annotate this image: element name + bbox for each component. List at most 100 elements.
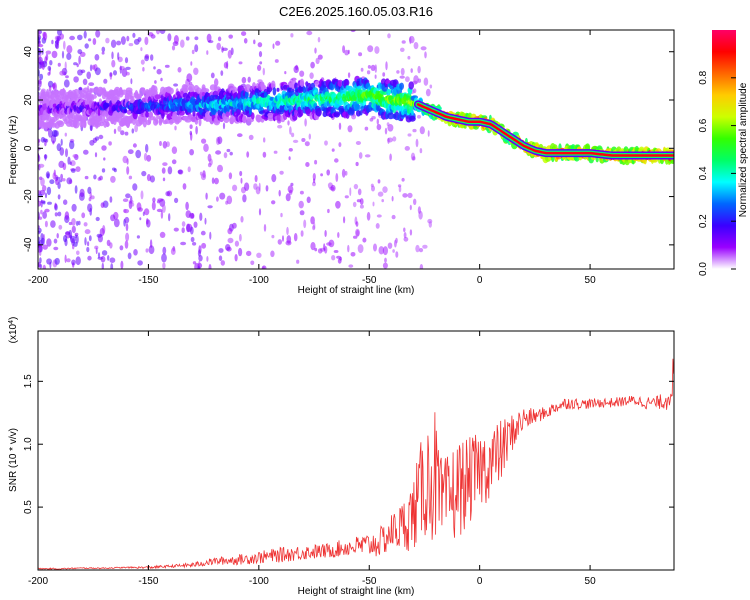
heatmap-cell	[338, 142, 342, 148]
heatmap-cell	[208, 40, 214, 44]
heatmap-cell	[189, 226, 194, 235]
heatmap-cell	[382, 246, 388, 256]
heatmap-cell	[290, 33, 294, 38]
heatmap-cell	[49, 60, 53, 66]
heatmap-cell	[87, 203, 93, 212]
heatmap-cell	[140, 47, 143, 52]
heatmap-cell	[120, 36, 126, 45]
snr-frame	[37, 330, 675, 571]
heatmap-cell	[285, 240, 292, 246]
heatmap-cell	[58, 224, 63, 230]
heatmap-cell	[391, 195, 394, 202]
heatmap-cell	[386, 122, 390, 127]
heatmap-cell	[367, 65, 371, 69]
heatmap-cell	[147, 32, 154, 37]
heatmap-cell	[357, 85, 363, 90]
heatmap-cell	[71, 259, 76, 266]
heatmap-cell	[100, 202, 105, 209]
heatmap-cell	[344, 49, 349, 56]
heatmap-cell	[99, 175, 103, 181]
heatmap-cell	[148, 245, 155, 255]
heatmap-cell	[60, 88, 67, 96]
heatmap-cell	[66, 258, 71, 263]
heatmap-cell	[140, 190, 144, 200]
heatmap-cell	[392, 249, 395, 253]
heatmap-cell	[216, 196, 219, 202]
heatmap-cell	[381, 199, 385, 203]
heatmap-cell	[376, 214, 382, 218]
heatmap-cell	[285, 193, 291, 202]
heatmap-cell	[291, 132, 295, 138]
heatmap-cell	[413, 42, 419, 50]
heatmap-cell	[286, 226, 289, 236]
heatmap-cell	[347, 244, 350, 253]
heatmap-cell	[136, 235, 140, 239]
heatmap-cell	[108, 141, 112, 146]
heatmap-cell	[84, 43, 89, 49]
heatmap-cell	[354, 103, 361, 112]
heatmap-cell	[156, 208, 163, 213]
heatmap-cell	[146, 218, 149, 225]
heatmap-cell	[125, 87, 133, 93]
heatmap-cell	[177, 114, 182, 121]
heatmap-cell	[126, 166, 130, 175]
heatmap-cell	[331, 255, 336, 261]
heatmap-cell	[359, 198, 364, 205]
heatmap-cell	[57, 194, 61, 200]
heatmap-cell	[306, 30, 313, 36]
heatmap-cell	[94, 136, 100, 141]
heatmap-cell	[417, 78, 422, 83]
heatmap-cell	[312, 181, 316, 187]
heatmap-cell	[38, 44, 44, 48]
heatmap-cell	[156, 30, 160, 35]
heatmap-cell	[45, 171, 51, 179]
heatmap-cell	[190, 213, 195, 219]
heatmap-cell	[149, 239, 153, 249]
heatmap-cell	[203, 143, 209, 152]
heatmap-cell	[93, 174, 97, 180]
heatmap-cell	[398, 185, 402, 193]
heatmap-cell	[91, 94, 97, 99]
heatmap-cell	[408, 81, 415, 90]
heatmap-cell	[276, 87, 280, 92]
heatmap-cell	[355, 161, 359, 167]
heatmap-cell	[277, 124, 283, 129]
heatmap-cell	[65, 75, 69, 79]
heatmap-cell	[109, 242, 113, 249]
heatmap-cell	[374, 74, 377, 79]
heatmap-cell	[161, 253, 167, 263]
heatmap-cell	[88, 197, 92, 202]
heatmap-cell	[232, 222, 237, 229]
heatmap-cell	[342, 45, 346, 54]
x-tick-label: -150	[138, 576, 158, 587]
heatmap-cell	[189, 124, 193, 129]
heatmap-cell	[54, 40, 59, 49]
heatmap-cell	[101, 145, 107, 151]
heatmap-cell	[94, 54, 100, 61]
heatmap-cell	[84, 175, 89, 180]
heatmap-cell	[103, 157, 106, 161]
heatmap-cell	[403, 236, 409, 242]
heatmap-cell	[282, 235, 284, 242]
heatmap-cell	[53, 246, 59, 251]
heatmap-cell	[101, 51, 105, 55]
heatmap-cell	[109, 72, 113, 77]
heatmap-cell	[83, 222, 88, 227]
heatmap-cell	[385, 61, 388, 71]
heatmap-cell	[392, 136, 397, 142]
heatmap-cell	[234, 240, 239, 247]
heatmap-cell	[369, 118, 374, 122]
heatmap-cell	[358, 52, 363, 57]
heatmap-cell	[46, 238, 52, 247]
heatmap-cell	[352, 201, 357, 208]
heatmap-cell	[293, 233, 298, 242]
heatmap-cell	[403, 232, 407, 239]
heatmap-cell	[343, 78, 350, 87]
heatmap-cell	[135, 149, 142, 159]
heatmap-cell	[125, 232, 130, 242]
heatmap-cell	[55, 111, 60, 121]
heatmap-cell	[77, 49, 83, 55]
x-tick-label: 0	[477, 576, 483, 587]
heatmap-cell	[103, 102, 110, 109]
heatmap-cell	[229, 151, 233, 156]
